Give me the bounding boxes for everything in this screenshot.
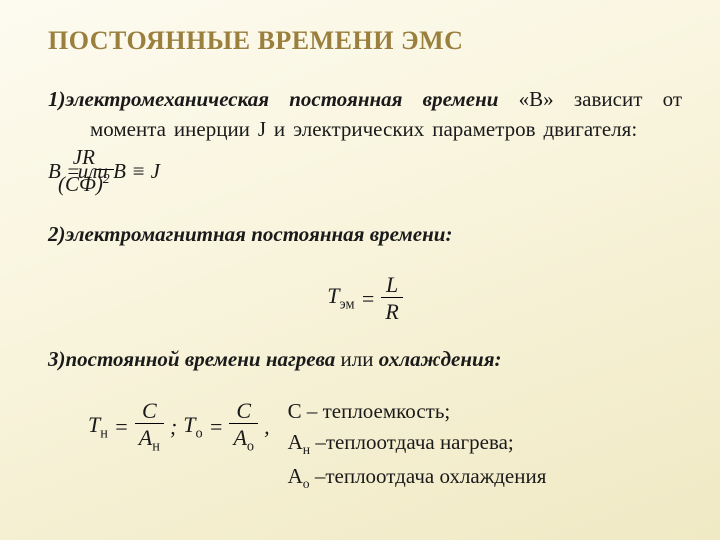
item-2-formula: Tэм = L R: [48, 272, 682, 326]
eq3a-frac: C Aн: [135, 398, 164, 457]
item-1-num: 1): [48, 87, 66, 111]
item-2: 2)электромагнитная постоянная времени:: [48, 219, 682, 249]
item-3-lead: постоянной времени нагрева: [66, 347, 336, 371]
def-An: Ан –теплоотдача нагрева;: [288, 427, 682, 461]
item-3-row: Tн = C Aн ; Tо = C Aо , С – теплоемкость…: [48, 396, 682, 495]
eq3b-T: Tо: [183, 412, 202, 442]
eq2-den: R: [381, 298, 402, 326]
item-3-lead2: охлаждения:: [379, 347, 502, 371]
def-Ao: Ао –теплоотдача охлаждения: [288, 461, 682, 495]
item-3-formulas: Tн = C Aн ; Tо = C Aо ,: [88, 396, 270, 457]
eq2-num: L: [381, 272, 402, 298]
eq2-frac: L R: [381, 272, 402, 326]
eq2-T: Tэм: [327, 283, 354, 313]
item-3: 3)постоянной времени нагрева или охлажде…: [48, 344, 682, 374]
item-3-num: 3): [48, 347, 66, 371]
slide-title: ПОСТОЯННЫЕ ВРЕМЕНИ ЭМС: [48, 26, 682, 56]
eq3b-frac: C Aо: [229, 398, 258, 457]
eq2-eq: =: [361, 286, 376, 312]
item-1-lead: электромеханическая постоянная времени: [66, 87, 499, 111]
item-1: 1)электромеханическая постоянная времени…: [48, 84, 682, 197]
item-3-mid: или: [335, 347, 378, 371]
slide: ПОСТОЯННЫЕ ВРЕМЕНИ ЭМС 1)электромеханиче…: [0, 0, 720, 540]
def-C: С – теплоемкость;: [288, 396, 682, 428]
eq1-tail: или В ≡ J: [120, 156, 160, 186]
item-2-num: 2): [48, 222, 66, 246]
eq3a-T: Tн: [88, 412, 108, 442]
item-1-formula: B = JR (СФ)2 или В ≡ J: [90, 145, 160, 197]
item-3-defs: С – теплоемкость; Ан –теплоотдача нагрев…: [288, 396, 682, 495]
item-2-lead: электромагнитная постоянная времени:: [66, 222, 453, 246]
